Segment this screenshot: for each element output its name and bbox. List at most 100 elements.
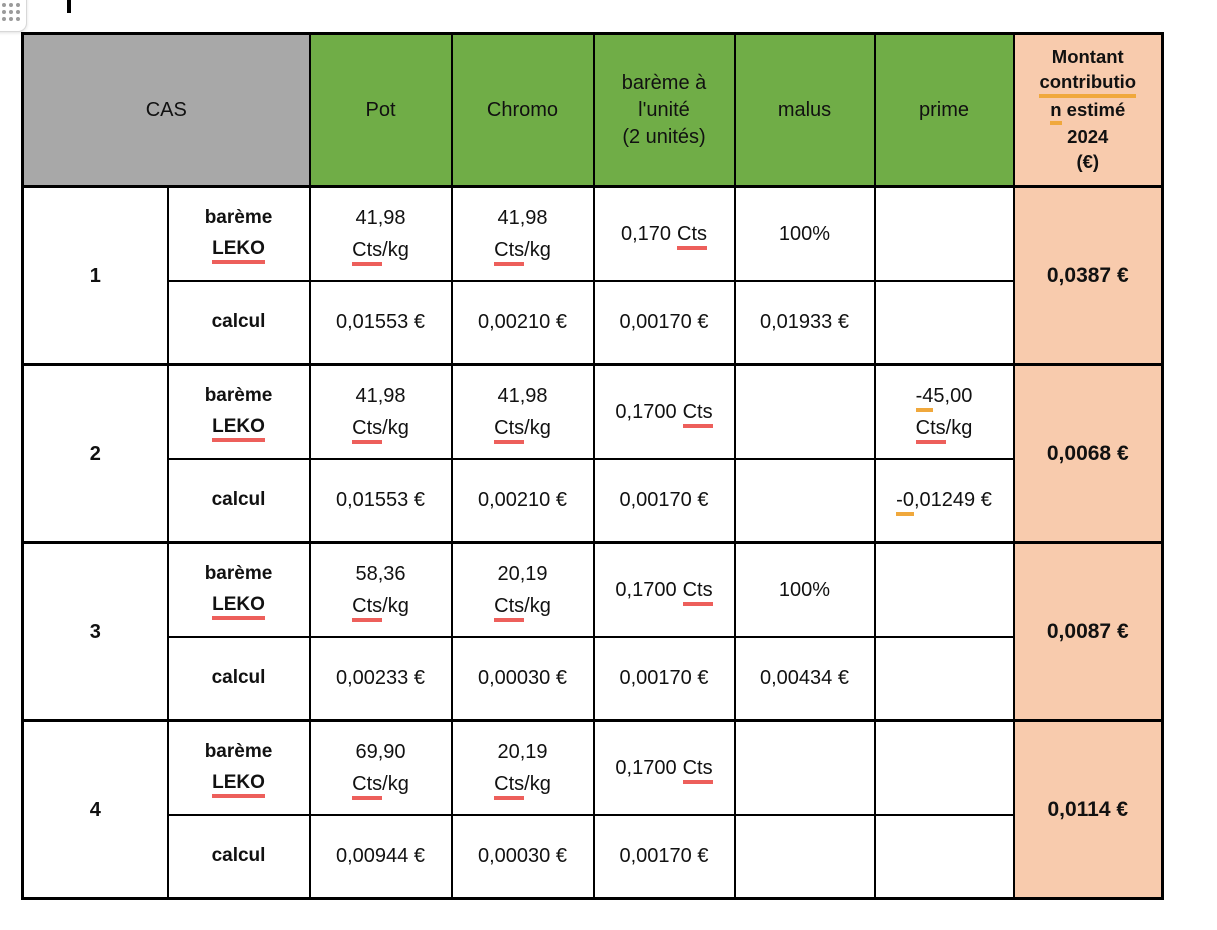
case-4-calcul-unite[interactable]: 0,00170 €	[592, 813, 736, 900]
case-3-bareme-chromo[interactable]: 20,19 Cts/kg	[450, 541, 595, 638]
header-montant-line5: (€)	[1076, 150, 1100, 172]
case-3-calcul-malus[interactable]: 0,00434 €	[733, 635, 876, 722]
value: 0,1700	[615, 400, 677, 423]
leko-label: LEKO	[212, 772, 265, 799]
case-3-calcul-prime[interactable]	[873, 635, 1015, 722]
case-3-montant[interactable]: 0,0087 €	[1012, 541, 1164, 722]
unit-marked: Cts	[682, 579, 713, 606]
case-2-bareme-prime[interactable]: -45,00 Cts/kg	[873, 363, 1015, 460]
case-4-calcul-pot[interactable]: 0,00944 €	[308, 813, 453, 900]
case-4-bareme-prime[interactable]	[873, 719, 1015, 816]
unit-rest: /kg	[382, 238, 409, 261]
case-3-calcul-label[interactable]: calcul	[166, 635, 311, 722]
case-2-calcul-chromo[interactable]: 0,00210 €	[450, 457, 595, 544]
case-3-bareme-label[interactable]: barème LEKO	[166, 541, 311, 638]
unit-rest: /kg	[382, 772, 409, 795]
case-1-bareme-unite[interactable]: 0,170 Cts	[592, 185, 736, 282]
case-2-bareme-unite[interactable]: 0,1700 Cts	[592, 363, 736, 460]
case-2-calcul-pot[interactable]: 0,01553 €	[308, 457, 453, 544]
value: 0,00210 €	[478, 311, 567, 334]
case-1-calcul-pot[interactable]: 0,01553 €	[308, 279, 453, 366]
case-1-calcul-label[interactable]: calcul	[166, 279, 311, 366]
value-rest: 5,00	[933, 384, 973, 407]
case-2-bareme-pot[interactable]: 41,98 Cts/kg	[308, 363, 453, 460]
header-cell-prime[interactable]: prime	[873, 32, 1015, 188]
case-3-bareme-pot[interactable]: 58,36 Cts/kg	[308, 541, 453, 638]
header-chromo-label: Chromo	[486, 98, 559, 121]
case-1-bareme-prime[interactable]	[873, 185, 1015, 282]
case-2-bareme-malus[interactable]	[733, 363, 876, 460]
case-2-calcul-malus[interactable]	[733, 457, 876, 544]
unit-marked: Cts	[494, 773, 525, 800]
case-1-calcul-chromo[interactable]: 0,00210 €	[450, 279, 595, 366]
header-cell-cas[interactable]: CAS	[21, 32, 311, 188]
case-3-bareme-unite[interactable]: 0,1700 Cts	[592, 541, 736, 638]
bareme-label: barème	[204, 563, 273, 585]
case-3-bareme-malus[interactable]: 100%	[733, 541, 876, 638]
unit-marked: Cts	[352, 773, 383, 800]
case-2-number[interactable]: 2	[21, 363, 169, 544]
case-1-calcul-malus[interactable]: 0,01933 €	[733, 279, 876, 366]
case-4-number[interactable]: 4	[21, 719, 169, 900]
case-4-bareme-label[interactable]: barème LEKO	[166, 719, 311, 816]
case-1-bareme-label[interactable]: barème LEKO	[166, 185, 311, 282]
case-1-bareme-pot[interactable]: 41,98 Cts/kg	[308, 185, 453, 282]
case-3-number[interactable]: 3	[21, 541, 169, 722]
unit-rest: /kg	[524, 238, 551, 261]
case-1-bareme-chromo[interactable]: 41,98 Cts/kg	[450, 185, 595, 282]
value: 0,00210 €	[478, 489, 567, 512]
header-montant-line4: 2024	[1067, 125, 1109, 147]
case-1-calcul-prime[interactable]	[873, 279, 1015, 366]
case-2-bareme-chromo[interactable]: 41,98 Cts/kg	[450, 363, 595, 460]
case-3-calcul-pot[interactable]: 0,00233 €	[308, 635, 453, 722]
bareme-label: barème	[204, 207, 273, 229]
case-2-bareme-label[interactable]: barème LEKO	[166, 363, 311, 460]
case-3-calcul-chromo[interactable]: 0,00030 €	[450, 635, 595, 722]
case-1-montant[interactable]: 0,0387 €	[1012, 185, 1164, 366]
case-4-calcul-chromo[interactable]: 0,00030 €	[450, 813, 595, 900]
header-cell-pot[interactable]: Pot	[308, 32, 453, 188]
drag-handle-icon[interactable]	[0, 0, 27, 32]
value: 41,98	[355, 384, 406, 407]
case-1-number[interactable]: 1	[21, 185, 169, 366]
case-3-bareme-prime[interactable]	[873, 541, 1015, 638]
case-4-montant[interactable]: 0,0114 €	[1012, 719, 1164, 900]
case-4-bareme-pot[interactable]: 69,90 Cts/kg	[308, 719, 453, 816]
unit-marked: Cts	[677, 223, 708, 250]
value: 0,00944 €	[336, 845, 425, 868]
value: 0,00170 €	[619, 667, 709, 690]
case-4-calcul-label[interactable]: calcul	[166, 813, 311, 900]
header-cell-chromo[interactable]: Chromo	[450, 32, 595, 188]
case-4-bareme-unite[interactable]: 0,1700 Cts	[592, 719, 736, 816]
case-4-calcul-malus[interactable]	[733, 813, 876, 900]
case-4-bareme-chromo[interactable]: 20,19 Cts/kg	[450, 719, 595, 816]
case-2-calcul-label[interactable]: calcul	[166, 457, 311, 544]
calcul-label: calcul	[211, 489, 266, 511]
unit-marked: Cts	[352, 595, 383, 622]
bareme-label: barème	[204, 741, 273, 763]
header-cell-bareme-unite[interactable]: barème à l'unité (2 unités)	[592, 32, 736, 188]
value: 0,00170 €	[619, 311, 709, 334]
value: 0,00170 €	[619, 845, 709, 868]
value: 0,170	[620, 222, 672, 245]
header-cell-malus[interactable]: malus	[733, 32, 876, 188]
header-unite-line1: barème à	[621, 71, 707, 94]
case-3-calcul-unite[interactable]: 0,00170 €	[592, 635, 736, 722]
header-montant-line3-marked: n	[1050, 99, 1062, 125]
case-2-calcul-prime[interactable]: -0,01249 €	[873, 457, 1015, 544]
unit-marked: Cts	[915, 417, 946, 444]
case-4-bareme-malus[interactable]	[733, 719, 876, 816]
header-unite-line3: (2 unités)	[622, 125, 706, 148]
header-montant-line3-rest: estimé	[1061, 98, 1126, 120]
case-number-label: 4	[89, 798, 101, 821]
case-2-montant[interactable]: 0,0068 €	[1012, 363, 1164, 544]
header-cas-label: CAS	[145, 98, 187, 121]
header-cell-montant[interactable]: Montant contributio n estimé 2024 (€)	[1012, 32, 1164, 188]
value: 58,36	[355, 562, 406, 585]
case-1-bareme-malus[interactable]: 100%	[733, 185, 876, 282]
header-montant-line2-marked: contributio	[1039, 71, 1137, 98]
case-1-calcul-unite[interactable]: 0,00170 €	[592, 279, 736, 366]
case-4-calcul-prime[interactable]	[873, 813, 1015, 900]
bareme-label: barème	[204, 385, 273, 407]
case-2-calcul-unite[interactable]: 0,00170 €	[592, 457, 736, 544]
